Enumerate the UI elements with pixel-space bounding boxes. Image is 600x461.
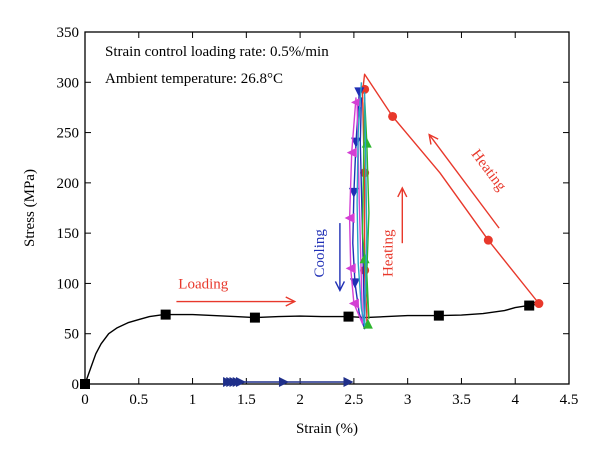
marker-6-4 <box>235 376 246 387</box>
series-6 <box>223 376 354 387</box>
x-tick-label: 2.5 <box>345 392 364 408</box>
marker-4-1 <box>359 253 370 264</box>
y-tick-label: 100 <box>57 276 80 292</box>
marker-1-1 <box>483 235 493 245</box>
y-tick-label: 350 <box>57 25 80 41</box>
annotation-arrow-1 <box>334 223 346 293</box>
marker-6-6 <box>343 376 354 387</box>
marker-1-2 <box>388 111 398 121</box>
series-4 <box>359 97 373 329</box>
marker-4-0 <box>361 137 372 148</box>
marker-2-0 <box>354 87 365 98</box>
marker-3-3 <box>345 263 356 274</box>
marker-0-4 <box>433 310 444 321</box>
series-line-2 <box>352 92 366 330</box>
y-axis-title: Stress (MPa) <box>22 169 38 247</box>
marker-3-0 <box>351 97 362 108</box>
x-tick-label: 1.5 <box>237 392 256 408</box>
marker-0-3 <box>343 311 354 322</box>
series-line-0 <box>84 300 542 385</box>
marker-2-2 <box>348 187 359 198</box>
marker-0-1 <box>160 309 171 320</box>
arrow-layer <box>176 133 500 307</box>
y-tick-label: 50 <box>64 327 79 343</box>
y-tick-label: 200 <box>57 176 80 192</box>
series-layer <box>80 73 544 389</box>
x-tick-label: 0 <box>81 392 89 408</box>
series-line-5 <box>356 82 368 327</box>
annotation-label-3: Heating <box>468 147 510 195</box>
y-tick-label: 300 <box>57 75 80 91</box>
series-5 <box>356 82 368 327</box>
marker-1-3 <box>360 84 370 94</box>
note-loading-rate: Strain control loading rate: 0.5%/min <box>105 44 329 60</box>
marker-1-0 <box>534 299 544 309</box>
series-line-1 <box>361 73 540 322</box>
note-temperature: Ambient temperature: 26.8°C <box>105 71 283 87</box>
series-line-3 <box>348 97 364 325</box>
marker-4-2 <box>362 318 373 329</box>
x-tick-label: 3 <box>404 392 412 408</box>
marker-1-4 <box>360 168 370 178</box>
marker-6-5 <box>278 376 289 387</box>
y-tick-label: 0 <box>72 377 80 393</box>
x-tick-label: 4 <box>511 392 519 408</box>
annotation-label-2: Heating <box>381 229 397 277</box>
y-tick-label: 250 <box>57 126 80 142</box>
annotation-label-1: Cooling <box>312 229 328 278</box>
annotation-arrow-3 <box>428 133 500 229</box>
annotation-arrow-2 <box>397 186 408 244</box>
series-1 <box>360 73 544 322</box>
x-axis-title: Strain (%) <box>296 421 358 437</box>
marker-0-5 <box>524 300 535 311</box>
marker-3-2 <box>344 213 355 224</box>
x-tick-label: 2 <box>296 392 304 408</box>
x-tick-label: 4.5 <box>560 392 579 408</box>
annotation-layer: Loading Cooling Heating Heating <box>178 147 509 293</box>
series-3 <box>344 97 364 325</box>
marker-3-1 <box>346 147 357 158</box>
series-0 <box>80 300 542 389</box>
x-tick-label: 1 <box>189 392 197 408</box>
marker-0-0 <box>80 379 90 389</box>
marker-3-4 <box>348 298 359 309</box>
x-tick-label: 3.5 <box>452 392 471 408</box>
axis-ticks: 0 0.5 1 1.5 2 2.5 3 3.5 4 4.5 0 50 100 150 200 250 300 35… <box>57 25 579 408</box>
annotation-label-0: Loading <box>178 277 228 293</box>
annotation-arrow-0 <box>176 296 297 307</box>
plot-frame <box>84 31 570 385</box>
marker-0-2 <box>249 312 260 323</box>
y-tick-label: 150 <box>57 226 80 242</box>
x-tick-label: 0.5 <box>129 392 148 408</box>
